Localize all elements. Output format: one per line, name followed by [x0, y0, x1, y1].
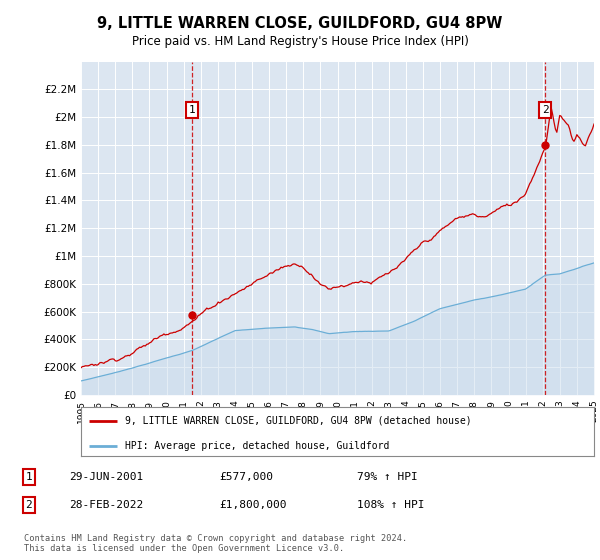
Text: 1: 1 — [25, 472, 32, 482]
Text: 79% ↑ HPI: 79% ↑ HPI — [357, 472, 418, 482]
Text: 2: 2 — [25, 500, 32, 510]
Text: 9, LITTLE WARREN CLOSE, GUILDFORD, GU4 8PW: 9, LITTLE WARREN CLOSE, GUILDFORD, GU4 8… — [97, 16, 503, 31]
Text: 2: 2 — [542, 105, 548, 115]
Text: £1,800,000: £1,800,000 — [219, 500, 287, 510]
Text: 1: 1 — [189, 105, 196, 115]
Text: 28-FEB-2022: 28-FEB-2022 — [69, 500, 143, 510]
Text: Price paid vs. HM Land Registry's House Price Index (HPI): Price paid vs. HM Land Registry's House … — [131, 35, 469, 48]
Text: Contains HM Land Registry data © Crown copyright and database right 2024.
This d: Contains HM Land Registry data © Crown c… — [24, 534, 407, 553]
Text: 29-JUN-2001: 29-JUN-2001 — [69, 472, 143, 482]
Text: HPI: Average price, detached house, Guildford: HPI: Average price, detached house, Guil… — [125, 441, 389, 451]
Text: 108% ↑ HPI: 108% ↑ HPI — [357, 500, 425, 510]
Text: £577,000: £577,000 — [219, 472, 273, 482]
Text: 9, LITTLE WARREN CLOSE, GUILDFORD, GU4 8PW (detached house): 9, LITTLE WARREN CLOSE, GUILDFORD, GU4 8… — [125, 416, 471, 426]
